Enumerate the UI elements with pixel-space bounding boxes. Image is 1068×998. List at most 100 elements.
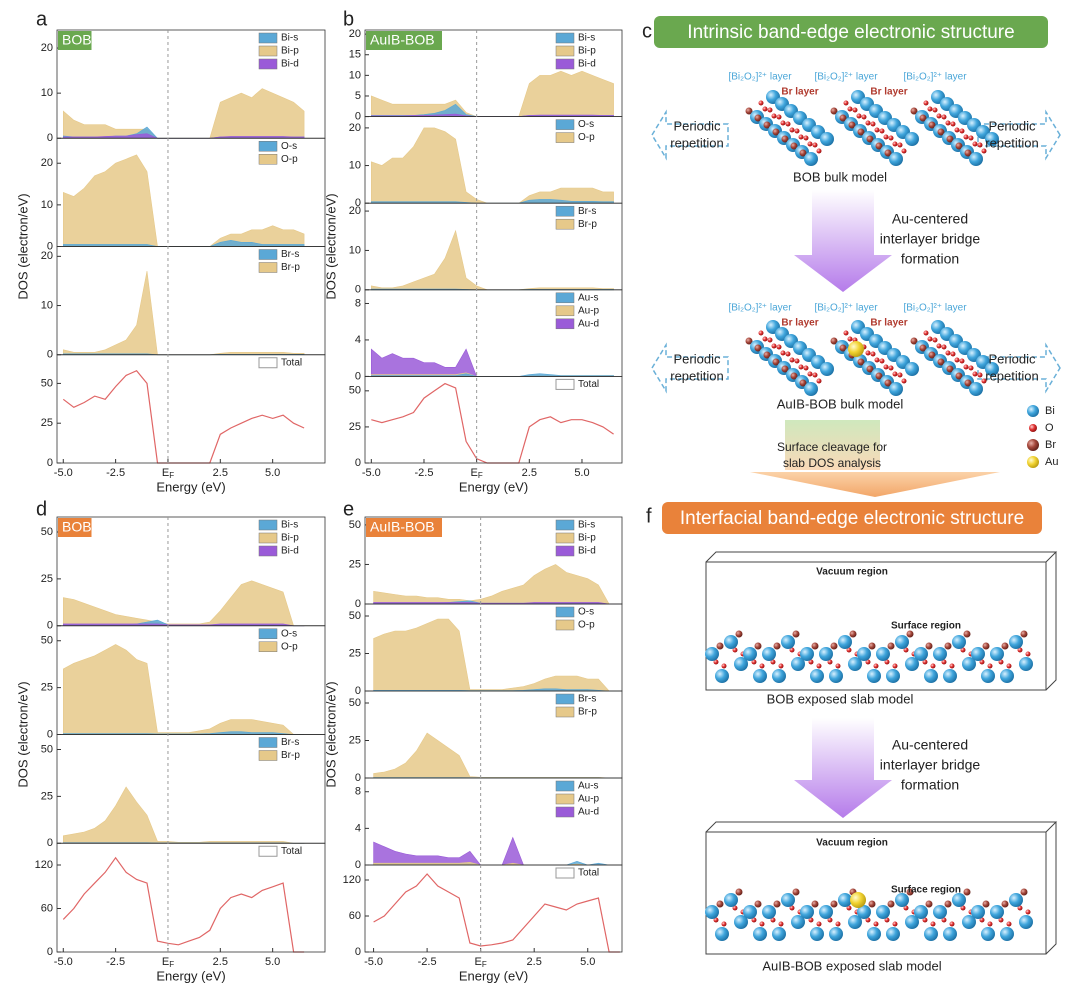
legend-label: Au-s bbox=[578, 781, 599, 792]
repetition-label: repetition bbox=[985, 135, 1038, 150]
legend-label: Br-p bbox=[281, 262, 300, 273]
legend-swatch bbox=[555, 606, 575, 618]
atom bbox=[892, 663, 898, 669]
x-axis-label: Energy (eV) bbox=[459, 479, 528, 494]
repetition-label: repetition bbox=[670, 135, 723, 150]
atom bbox=[866, 365, 874, 373]
atom bbox=[1001, 642, 1009, 650]
y-tick-label: 120 bbox=[35, 859, 53, 871]
step-label: formation bbox=[901, 777, 959, 793]
atom bbox=[903, 647, 909, 653]
atom bbox=[944, 900, 952, 908]
atom bbox=[964, 149, 972, 157]
atom bbox=[870, 121, 876, 127]
atom bbox=[867, 669, 881, 683]
atom bbox=[799, 149, 807, 157]
atom bbox=[778, 921, 784, 927]
atom bbox=[794, 358, 800, 364]
atom bbox=[963, 134, 969, 140]
atom bbox=[819, 647, 833, 661]
panel-letter: f bbox=[646, 505, 652, 527]
atom bbox=[716, 642, 724, 650]
legend-label: Bi-d bbox=[281, 59, 299, 70]
atom bbox=[732, 647, 738, 653]
atom bbox=[847, 106, 853, 112]
legend-label: Bi-d bbox=[578, 546, 596, 557]
step-label: Au-centered bbox=[892, 737, 968, 753]
atom bbox=[972, 141, 978, 147]
legend-swatch bbox=[555, 619, 575, 631]
atom bbox=[928, 351, 936, 359]
atom bbox=[771, 343, 777, 349]
atom bbox=[732, 905, 738, 911]
region-label: Surface region bbox=[891, 621, 961, 632]
atom bbox=[791, 657, 805, 671]
x-tick-subscript: F bbox=[478, 471, 483, 480]
atom bbox=[734, 657, 748, 671]
atom bbox=[990, 647, 1004, 661]
x-tick-text: -2.5 bbox=[106, 956, 125, 968]
legend-label: Au-p bbox=[578, 794, 600, 805]
atom bbox=[839, 344, 847, 352]
atom bbox=[751, 917, 757, 923]
x-tick-label: 5.0 bbox=[265, 956, 280, 968]
y-tick-label: 20 bbox=[41, 157, 53, 169]
y-tick-label: 25 bbox=[349, 647, 361, 659]
atom bbox=[1019, 657, 1033, 671]
atom bbox=[829, 927, 843, 941]
dos-area bbox=[373, 618, 620, 692]
y-tick-label: 0 bbox=[47, 132, 53, 144]
legend-label: Total bbox=[578, 379, 599, 390]
x-tick-text: 5.0 bbox=[580, 956, 595, 968]
atom bbox=[838, 893, 852, 907]
atom bbox=[846, 905, 852, 911]
x-tick-label: -5.0 bbox=[54, 956, 73, 968]
legend-swatch bbox=[258, 249, 278, 260]
atom bbox=[895, 893, 909, 907]
atom bbox=[865, 120, 871, 126]
atom bbox=[816, 663, 822, 669]
atom bbox=[848, 657, 862, 671]
legend-swatch bbox=[258, 58, 278, 70]
legend-swatch bbox=[555, 119, 575, 130]
x-tick-label: EF bbox=[162, 467, 174, 480]
atom bbox=[857, 358, 865, 366]
section-header bbox=[662, 502, 1042, 534]
br-label: Br layer bbox=[781, 318, 818, 329]
atom bbox=[799, 379, 807, 387]
y-tick-label: 50 bbox=[41, 377, 53, 389]
dos-area bbox=[63, 786, 305, 844]
slab-box bbox=[705, 561, 1047, 691]
atom bbox=[848, 915, 862, 929]
x-axis-label: Energy (eV) bbox=[156, 968, 225, 983]
atom bbox=[772, 358, 780, 366]
legend-swatch bbox=[555, 318, 575, 330]
legend-swatch bbox=[555, 806, 575, 818]
atom bbox=[724, 635, 738, 649]
legend-swatch bbox=[258, 45, 278, 57]
atom bbox=[759, 921, 765, 927]
atom bbox=[925, 900, 933, 908]
x-tick-label: -2.5 bbox=[418, 956, 437, 968]
atom bbox=[952, 893, 966, 907]
atom bbox=[944, 642, 952, 650]
dos-line bbox=[373, 873, 620, 953]
x-tick-text: E bbox=[162, 467, 169, 479]
atom bbox=[981, 669, 995, 683]
atom bbox=[954, 127, 960, 133]
legend-swatch bbox=[258, 641, 278, 652]
legend-label: Total bbox=[281, 846, 302, 857]
atom bbox=[1025, 651, 1031, 657]
legend-label: Br-p bbox=[578, 707, 597, 718]
cleave-arrow-body bbox=[785, 420, 880, 470]
atom bbox=[829, 669, 843, 683]
atom bbox=[868, 642, 876, 650]
atom bbox=[937, 128, 945, 136]
atom bbox=[884, 149, 892, 157]
atom bbox=[925, 642, 933, 650]
atom bbox=[985, 132, 999, 146]
x-tick-subscript: F bbox=[169, 960, 174, 969]
step-label: slab DOS analysis bbox=[783, 456, 881, 470]
layer-label: [Bi₂O₂]²⁺ layer bbox=[728, 303, 792, 314]
repetition-arrow bbox=[651, 109, 729, 161]
